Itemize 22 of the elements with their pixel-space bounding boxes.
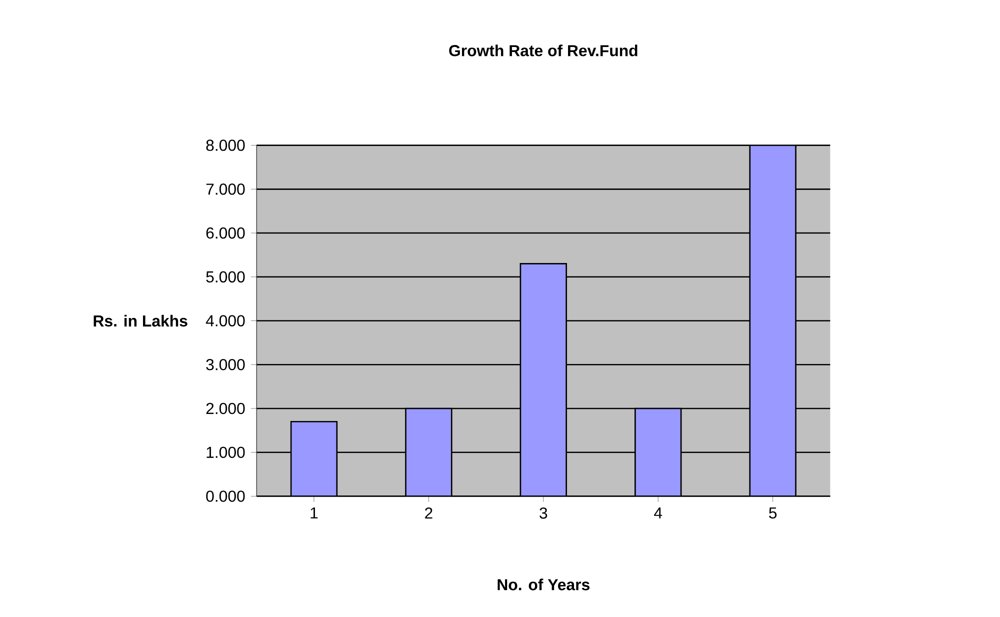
- x-axis-title: No. of Years: [498, 578, 590, 590]
- x-tick-label: 4: [654, 507, 662, 518]
- y-tick-label: 0.000: [206, 490, 245, 502]
- y-axis-title: Rs. in Lakhs: [94, 314, 188, 327]
- x-tick-label: 5: [769, 507, 777, 519]
- bar: [520, 263, 567, 496]
- y-tick-label: 2.000: [206, 402, 245, 414]
- y-tick-label: 1.000: [206, 446, 245, 458]
- y-tick-label: 7.000: [206, 184, 245, 195]
- x-tick-label: 2: [425, 507, 432, 519]
- y-tick-label: 8.000: [206, 140, 245, 151]
- x-tick-label: 1: [310, 507, 318, 518]
- x-tick-label: 3: [540, 507, 548, 519]
- bar: [405, 408, 452, 496]
- bar: [290, 420, 338, 496]
- chart-title: Growth Rate of Rev.Fund: [449, 44, 638, 56]
- bar: [749, 145, 796, 496]
- y-tick-label: 4.000: [206, 315, 245, 326]
- y-tick-label: 5.000: [206, 271, 245, 283]
- bar: [634, 408, 682, 496]
- y-tick-label: 6.000: [206, 227, 245, 239]
- y-tick-label: 3.000: [206, 359, 245, 370]
